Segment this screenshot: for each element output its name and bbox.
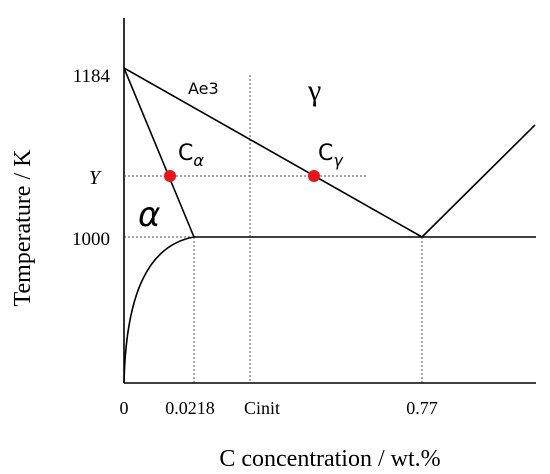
alpha-boundary <box>123 67 195 238</box>
point-label-sub: γ <box>333 151 344 170</box>
region-label: γ <box>307 74 321 107</box>
point-label-main: C <box>178 141 193 166</box>
ae3-line <box>123 67 423 238</box>
y-tick-label: Y <box>89 167 102 189</box>
y-tick-label: 1000 <box>72 229 110 250</box>
point-label: Cα <box>178 141 204 170</box>
region-label: α <box>138 195 160 235</box>
x-tick-label: 0 <box>120 398 129 418</box>
point <box>164 170 176 182</box>
point <box>308 170 320 182</box>
point-label-sub: α <box>193 151 204 170</box>
y-axis-title: Temperature / K <box>10 149 36 307</box>
solvus-curve <box>123 236 195 384</box>
line-label: Ae3 <box>188 79 219 98</box>
point-label-main: C <box>318 141 333 166</box>
x-tick-label: Cinit <box>244 398 280 418</box>
x-axis-title: C concentration / wt.% <box>219 446 440 472</box>
y-tick-label: 1184 <box>73 66 111 87</box>
x-tick-label: 0.77 <box>406 398 438 418</box>
point-label: Cγ <box>318 141 344 170</box>
acm-line <box>421 124 536 238</box>
x-tick-label: 0.0218 <box>165 398 215 418</box>
